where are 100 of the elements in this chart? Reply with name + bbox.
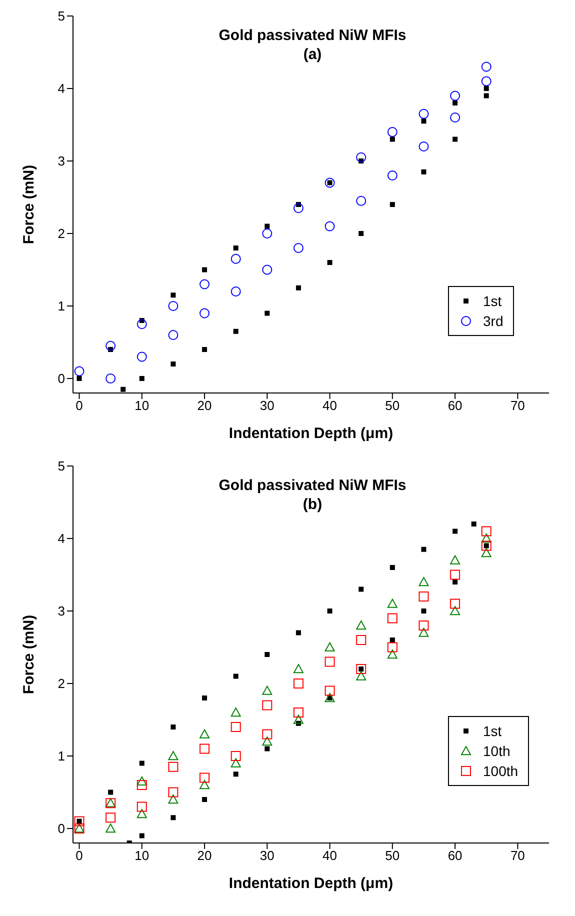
point [106,812,116,823]
point [233,246,238,250]
legend-label: 1st [483,292,502,311]
point [481,62,492,72]
point [452,580,458,584]
point [418,592,429,602]
point [230,751,241,761]
point [262,729,272,740]
point [120,386,126,392]
point [230,286,241,296]
y-tick-label: 1 [58,298,65,314]
point [136,319,147,330]
point [418,577,429,586]
point [358,586,364,592]
x-tick-label: 10 [134,848,150,864]
point [296,285,301,290]
y-tick-label: 4 [58,81,65,96]
point [450,555,460,564]
point [324,693,335,702]
point [233,674,238,679]
point [481,548,492,558]
point [262,264,272,275]
point [202,797,208,802]
point [293,664,304,674]
point [387,170,398,180]
x-tick-label: 30 [260,398,274,414]
legend-label: 3rd [483,312,504,331]
y-tick-label: 3 [58,604,65,619]
point [168,794,178,804]
point [170,815,176,820]
point [387,598,398,608]
point [356,152,366,162]
point [450,606,460,616]
x-tick-label: 0 [76,398,83,414]
y-tick-label: 1 [58,748,65,764]
point [74,816,84,826]
point [168,330,178,340]
point [200,279,210,290]
point [327,260,332,265]
point [293,243,304,253]
point [484,86,489,91]
point [421,608,426,614]
point [418,108,429,119]
point [481,540,492,551]
point [170,724,176,730]
point [233,772,238,777]
legend-label: 100th [483,762,518,781]
point [481,526,492,536]
point [387,613,398,624]
y-tick-label: 0 [58,371,65,386]
x-tick-label: 40 [322,848,338,864]
x-tick-label: 20 [197,848,212,864]
point [421,169,426,174]
x-tick-label: 50 [385,398,400,414]
point [450,112,460,122]
point [230,758,241,768]
point [390,638,395,642]
point [106,340,116,351]
point [450,598,460,609]
y-tick-label: 5 [58,458,65,474]
point [450,90,460,101]
point [450,570,460,580]
point [170,362,176,366]
point [136,802,147,812]
x-tick-label: 70 [510,848,525,864]
y-axis-title: Force (mN) [20,614,38,694]
x-axis-title: Indentation Depth (μm) [228,425,394,442]
point [200,729,210,738]
point [200,308,210,318]
point [202,347,208,352]
point [387,642,398,652]
point [481,534,492,543]
point [168,751,178,760]
x-tick-label: 50 [385,848,400,864]
point [168,301,178,311]
point [76,376,82,381]
point [324,686,335,696]
point [327,608,332,614]
point [200,772,210,783]
point [358,231,364,236]
point [262,228,272,238]
point [387,127,398,137]
point [136,809,147,818]
y-tick-label: 5 [58,8,65,24]
point [264,652,270,657]
point [74,366,84,376]
point [293,708,304,718]
point [293,714,304,724]
point [356,671,366,680]
point [139,833,144,838]
x-tick-label: 60 [448,848,462,864]
point [106,824,116,833]
x-tick-label: 10 [134,398,150,414]
point [471,522,476,526]
point [230,708,241,717]
point [106,374,116,384]
point [202,267,208,272]
point [293,203,304,214]
point [139,376,144,381]
y-tick-label: 0 [58,821,65,836]
